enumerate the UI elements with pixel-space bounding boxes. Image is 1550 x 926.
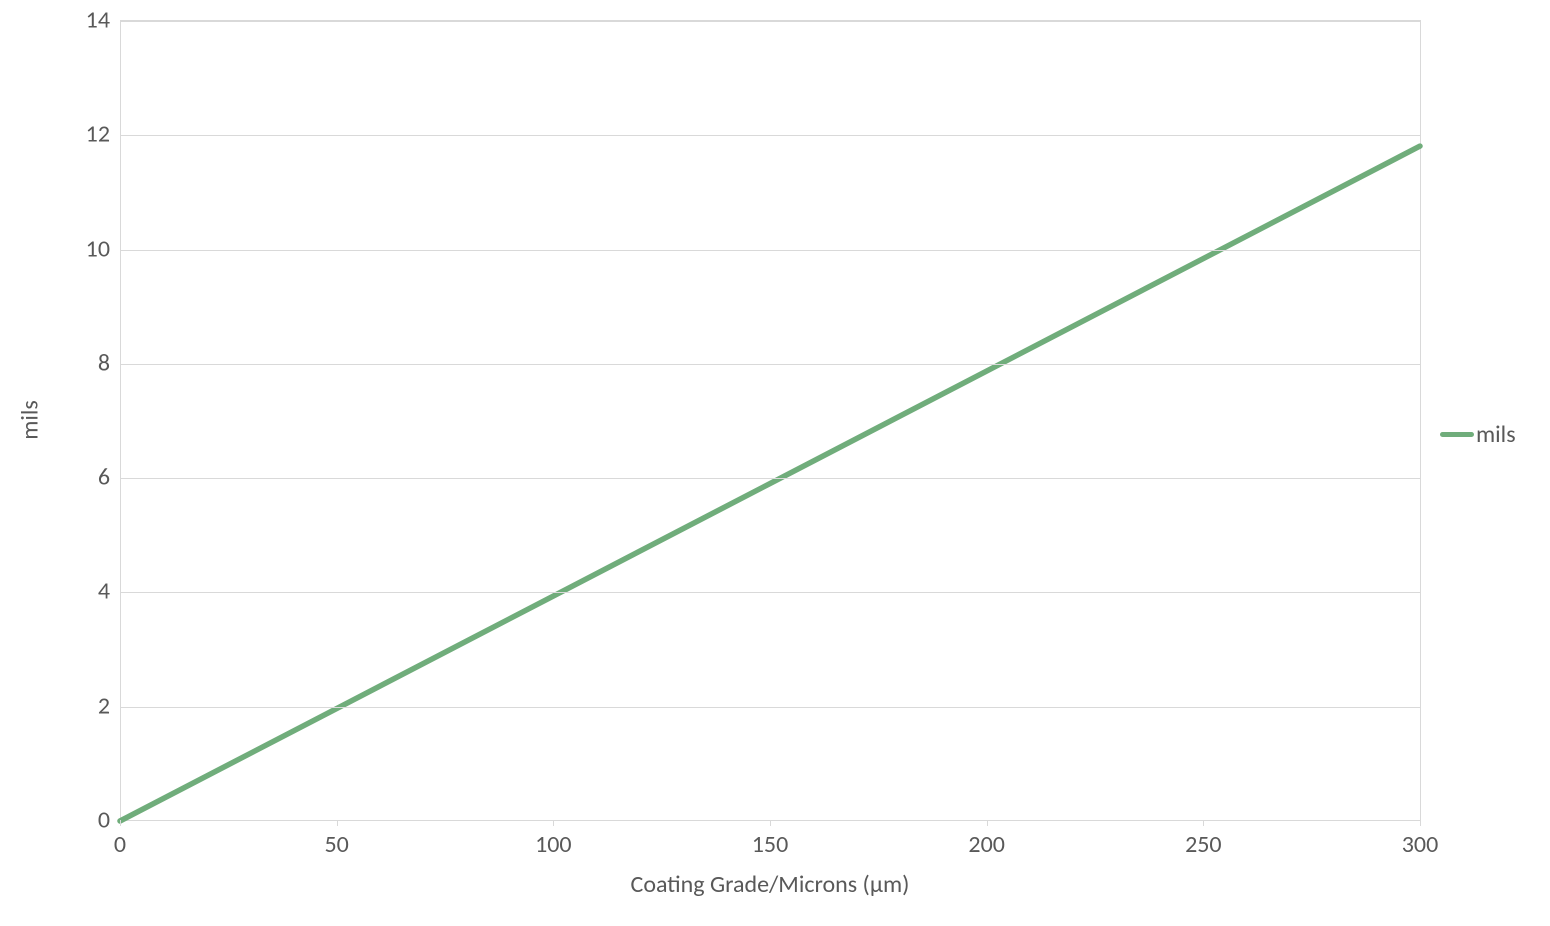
gridline — [120, 250, 1420, 251]
chart-container: mils Coating Grade/Microns (µm) mils 0 2 4… — [0, 0, 1550, 926]
x-tick-mark — [987, 820, 988, 826]
y-tick-label: 6 — [60, 463, 110, 492]
gridline — [120, 707, 1420, 708]
x-tick-label: 150 — [752, 830, 789, 859]
gridline — [120, 135, 1420, 136]
y-tick-label: 2 — [60, 691, 110, 720]
chart-line-layer — [120, 21, 1420, 821]
x-tick-mark — [1420, 820, 1421, 826]
x-tick-mark — [120, 820, 121, 826]
y-tick-label: 12 — [60, 120, 110, 149]
x-tick-mark — [337, 820, 338, 826]
gridline — [120, 364, 1420, 365]
plot-area — [120, 20, 1421, 821]
legend-label: mils — [1476, 420, 1516, 449]
y-axis-title: mils — [16, 400, 45, 440]
gridline — [120, 21, 1420, 22]
y-tick-label: 14 — [60, 6, 110, 35]
x-tick-label: 50 — [324, 830, 348, 859]
legend-line-icon — [1440, 432, 1474, 438]
gridline — [120, 592, 1420, 593]
y-tick-label: 4 — [60, 577, 110, 606]
gridline — [120, 478, 1420, 479]
x-tick-label: 250 — [1185, 830, 1222, 859]
x-tick-mark — [770, 820, 771, 826]
x-axis-title: Coating Grade/Microns (µm) — [631, 870, 910, 899]
y-tick-label: 0 — [60, 806, 110, 835]
x-tick-label: 200 — [968, 830, 1005, 859]
x-tick-label: 100 — [535, 830, 572, 859]
x-tick-label: 300 — [1402, 830, 1439, 859]
x-tick-mark — [1203, 820, 1204, 826]
x-tick-mark — [553, 820, 554, 826]
series-line — [120, 146, 1420, 821]
y-tick-label: 8 — [60, 348, 110, 377]
x-tick-label: 0 — [114, 830, 126, 859]
y-tick-label: 10 — [60, 234, 110, 263]
legend: mils — [1440, 420, 1516, 449]
